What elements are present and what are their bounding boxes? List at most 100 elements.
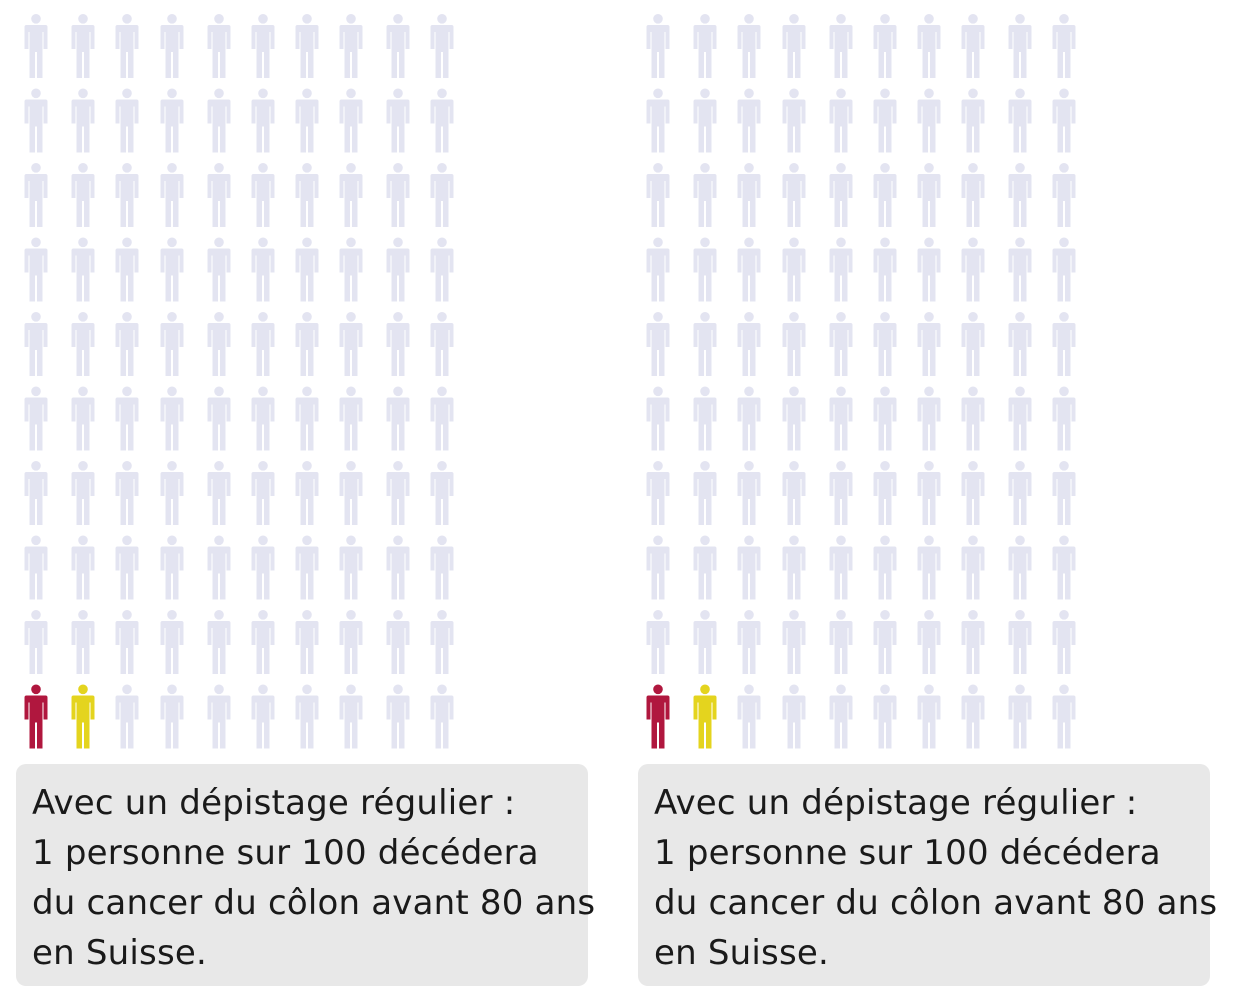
person-icon bbox=[251, 88, 275, 153]
person-icon bbox=[873, 13, 897, 78]
person-icon bbox=[917, 610, 941, 674]
person-icon bbox=[873, 163, 897, 227]
person-icon bbox=[295, 312, 319, 376]
person-icon bbox=[1052, 610, 1076, 674]
person-icon bbox=[24, 163, 48, 227]
caption-line-3: du cancer du côlon avant 80 ans bbox=[654, 883, 1218, 923]
person-icon bbox=[1008, 13, 1032, 78]
person-icon bbox=[430, 610, 454, 674]
person-icon bbox=[24, 535, 48, 600]
person-icon bbox=[782, 312, 806, 376]
person-icon bbox=[339, 386, 363, 451]
caption-line-3: du cancer du côlon avant 80 ans bbox=[32, 883, 596, 923]
person-icon bbox=[1052, 237, 1076, 302]
person-icon bbox=[693, 312, 717, 376]
person-icon bbox=[24, 237, 48, 302]
person-icon bbox=[693, 610, 717, 674]
person-icon bbox=[115, 13, 139, 78]
person-icon bbox=[829, 610, 853, 674]
person-icon bbox=[339, 163, 363, 227]
person-icon bbox=[115, 312, 139, 376]
person-icon-yellow bbox=[693, 684, 717, 749]
person-icon bbox=[873, 237, 897, 302]
person-icon bbox=[386, 163, 410, 227]
person-icon bbox=[430, 163, 454, 227]
person-icon bbox=[251, 461, 275, 525]
person-icon bbox=[693, 535, 717, 600]
person-icon bbox=[251, 386, 275, 451]
person-icon bbox=[646, 610, 670, 674]
person-icon bbox=[207, 535, 231, 600]
person-icon bbox=[829, 461, 853, 525]
person-icon bbox=[961, 13, 985, 78]
person-icon bbox=[115, 237, 139, 302]
person-icon bbox=[917, 684, 941, 749]
person-icon bbox=[646, 461, 670, 525]
person-icon bbox=[251, 610, 275, 674]
person-icon bbox=[646, 88, 670, 153]
person-icon bbox=[782, 386, 806, 451]
person-icon bbox=[207, 610, 231, 674]
person-icon bbox=[339, 88, 363, 153]
person-icon bbox=[207, 684, 231, 749]
person-icon bbox=[295, 535, 319, 600]
person-icon bbox=[160, 237, 184, 302]
person-icon bbox=[693, 386, 717, 451]
person-icon bbox=[207, 461, 231, 525]
caption-line-1: Avec un dépistage régulier : bbox=[32, 783, 516, 823]
person-icon bbox=[829, 237, 853, 302]
person-icon bbox=[339, 535, 363, 600]
person-icon bbox=[251, 312, 275, 376]
person-icon bbox=[386, 237, 410, 302]
person-icon bbox=[160, 163, 184, 227]
person-icon bbox=[24, 312, 48, 376]
person-icon bbox=[646, 535, 670, 600]
person-icon bbox=[71, 461, 95, 525]
person-icon-yellow bbox=[71, 684, 95, 749]
person-icon bbox=[295, 163, 319, 227]
person-icon bbox=[1008, 461, 1032, 525]
person-icon bbox=[71, 13, 95, 78]
person-grid bbox=[24, 13, 454, 749]
person-icon bbox=[1008, 88, 1032, 153]
person-icon bbox=[160, 684, 184, 749]
person-icon bbox=[873, 610, 897, 674]
person-icon bbox=[782, 684, 806, 749]
person-icon bbox=[1052, 312, 1076, 376]
person-icon bbox=[115, 163, 139, 227]
pictogram-panel-right: Avec un dépistage régulier : 1 personne … bbox=[622, 0, 1232, 1002]
person-icon bbox=[160, 461, 184, 525]
person-icon bbox=[737, 610, 761, 674]
person-icon bbox=[873, 386, 897, 451]
person-icon bbox=[251, 13, 275, 78]
person-icon bbox=[115, 684, 139, 749]
person-icon bbox=[961, 386, 985, 451]
person-icon bbox=[339, 13, 363, 78]
person-icon bbox=[961, 610, 985, 674]
person-icon bbox=[207, 386, 231, 451]
person-icon bbox=[386, 386, 410, 451]
person-icon bbox=[115, 88, 139, 153]
caption-line-4: en Suisse. bbox=[654, 933, 830, 973]
person-icon bbox=[961, 535, 985, 600]
person-icon bbox=[917, 163, 941, 227]
person-icon bbox=[961, 237, 985, 302]
person-icon bbox=[829, 13, 853, 78]
caption-line-4: en Suisse. bbox=[32, 933, 208, 973]
person-icon bbox=[737, 461, 761, 525]
person-icon bbox=[295, 13, 319, 78]
person-icon bbox=[873, 461, 897, 525]
person-icon bbox=[782, 610, 806, 674]
person-icon bbox=[829, 386, 853, 451]
person-icon bbox=[386, 684, 410, 749]
person-icon bbox=[737, 163, 761, 227]
person-icon bbox=[961, 312, 985, 376]
person-icon bbox=[160, 88, 184, 153]
person-icon bbox=[917, 461, 941, 525]
person-icon bbox=[917, 386, 941, 451]
person-icon bbox=[160, 386, 184, 451]
person-icon bbox=[737, 535, 761, 600]
person-icon bbox=[693, 13, 717, 78]
caption-line-2: 1 personne sur 100 décédera bbox=[654, 833, 1161, 873]
person-icon bbox=[917, 237, 941, 302]
